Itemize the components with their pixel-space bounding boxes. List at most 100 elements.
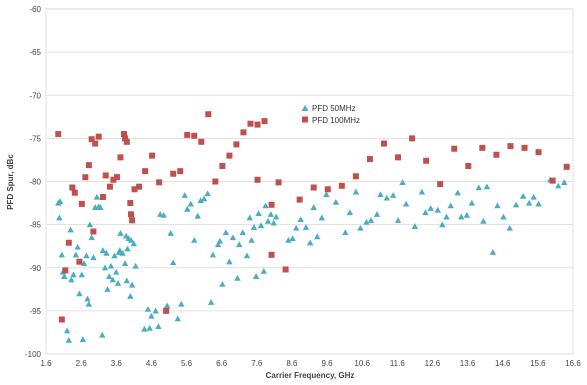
data-point (310, 184, 317, 191)
data-point (324, 186, 331, 193)
data-point (483, 183, 491, 190)
data-point (383, 194, 390, 201)
data-point (93, 193, 101, 200)
data-point (380, 140, 387, 147)
data-point (463, 211, 471, 218)
data-point (109, 276, 116, 283)
data-point (212, 178, 219, 185)
data-point (194, 212, 201, 219)
data-point (200, 195, 208, 202)
data-point (489, 249, 497, 255)
data-point (409, 135, 416, 142)
data-point (207, 299, 215, 305)
data-point (332, 199, 340, 205)
data-point (106, 273, 113, 279)
x-tick-label: 11.6 (390, 359, 406, 368)
data-point (127, 293, 134, 299)
data-point (86, 221, 94, 228)
data-point (170, 170, 177, 177)
data-point (246, 214, 253, 221)
data-point (506, 224, 513, 231)
data-point (338, 182, 345, 189)
data-point (465, 162, 472, 169)
data-point (447, 202, 454, 209)
legend: PFD 50MHz PFD 100MHz (298, 101, 373, 127)
data-point (402, 200, 410, 207)
data-point (267, 211, 275, 217)
data-point (270, 219, 277, 226)
data-point (555, 182, 562, 189)
x-tick-label: 16.6 (565, 359, 581, 368)
data-point (65, 337, 73, 343)
x-tick-label: 1.6 (40, 359, 52, 368)
data-point (248, 236, 255, 243)
data-point (101, 264, 109, 271)
data-point (184, 205, 191, 212)
data-point (114, 280, 122, 286)
data-point (475, 184, 483, 191)
data-point (236, 241, 243, 248)
data-point (184, 131, 191, 138)
data-point (148, 312, 155, 319)
data-markers (55, 111, 570, 343)
data-point (563, 163, 570, 170)
data-point (292, 224, 300, 231)
data-point (209, 251, 217, 258)
data-point (268, 201, 275, 208)
data-point (257, 222, 265, 229)
data-point (289, 235, 296, 242)
data-point (191, 132, 198, 139)
data-point (561, 179, 568, 185)
legend-box (298, 101, 373, 127)
y-tick-label: -85 (29, 221, 41, 230)
data-point (314, 233, 321, 240)
data-point (56, 198, 64, 204)
data-point (99, 247, 107, 254)
data-point (377, 191, 384, 198)
data-point (494, 202, 501, 209)
x-tick-label: 5.6 (181, 359, 193, 368)
data-point (103, 249, 110, 256)
data-point (262, 202, 269, 209)
data-point (479, 144, 486, 151)
data-point (78, 200, 85, 207)
data-point (62, 267, 69, 274)
y-tick-label: -70 (29, 91, 41, 100)
data-point (160, 211, 167, 218)
data-point (144, 305, 152, 312)
y-tick-label: -90 (29, 264, 41, 273)
data-point (56, 214, 63, 221)
data-point (530, 193, 537, 200)
data-point (264, 217, 272, 224)
data-point (55, 131, 62, 138)
data-point (102, 172, 109, 179)
data-point (84, 295, 91, 302)
data-point (302, 224, 310, 230)
data-point (422, 209, 429, 216)
x-tick-label: 9.6 (322, 359, 334, 368)
data-point (123, 277, 131, 284)
legend-label-pfd-50mhz: PFD 50MHz (312, 104, 356, 113)
data-point (164, 302, 171, 309)
data-point (310, 204, 317, 210)
x-tick-label: 15.6 (530, 359, 546, 368)
data-point (395, 154, 402, 161)
data-point (250, 224, 258, 230)
data-point (260, 268, 268, 274)
data-point (106, 183, 113, 190)
data-point (88, 234, 95, 241)
data-point (128, 281, 136, 288)
data-point (451, 145, 458, 152)
y-tick-label: -100 (25, 350, 42, 359)
data-point (458, 213, 465, 220)
data-point (389, 192, 397, 198)
data-point (83, 252, 90, 259)
data-point (131, 186, 138, 193)
data-point (116, 247, 123, 254)
data-point (500, 213, 507, 220)
data-point (233, 141, 240, 148)
data-point (282, 266, 289, 273)
data-point (58, 251, 66, 258)
data-point (261, 118, 268, 125)
